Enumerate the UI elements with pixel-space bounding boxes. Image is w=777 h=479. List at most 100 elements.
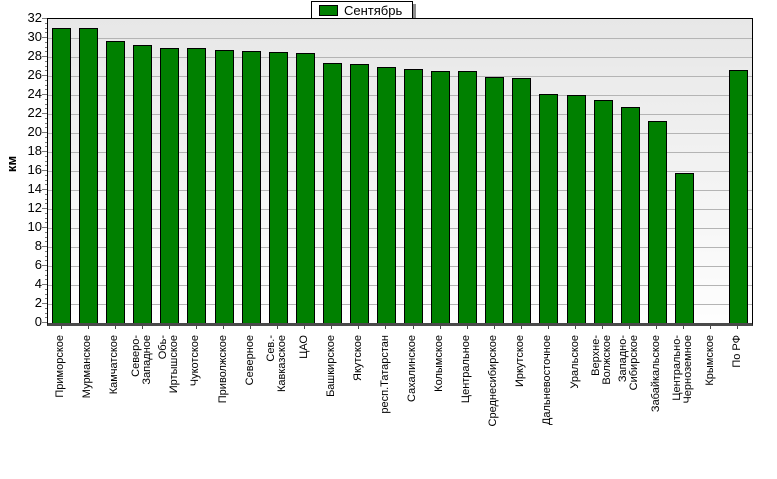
plot-area [47,18,753,326]
y-minor-tick [45,146,47,148]
y-tick-label: 18 [27,143,42,158]
y-minor-tick [45,298,47,300]
y-minor-tick [45,160,47,162]
x-category-label: Колымское [433,335,446,392]
y-tick-label: 20 [27,124,42,139]
y-minor-tick [45,293,47,295]
x-category-label: Западно- Сибирское [617,335,641,391]
y-minor-tick [45,155,47,157]
y-minor-tick [45,117,47,119]
x-category-label: Центральное [460,335,473,404]
y-minor-tick [45,203,47,205]
x-tick [385,325,387,329]
y-minor-tick [45,174,47,176]
x-tick [683,325,685,329]
x-tick [710,325,712,329]
y-minor-tick [45,122,47,124]
bar [295,53,315,323]
y-major-tick [42,56,47,57]
bar [79,27,99,323]
x-tick [439,325,441,329]
bar [52,27,72,323]
y-minor-tick [45,217,47,219]
gridline [48,75,752,77]
y-minor-tick [45,165,47,167]
y-tick-label: 0 [34,314,42,329]
gridline [48,151,752,153]
y-tick-label: 8 [34,238,42,253]
y-minor-tick [45,222,47,224]
x-category-label: Якутское [351,335,364,381]
gridline [48,37,752,39]
bar [187,48,207,323]
y-minor-tick [45,212,47,214]
gridline [48,208,752,210]
y-tick-label: 6 [34,257,42,272]
y-minor-tick [45,127,47,129]
x-category-label: Верхне- Волжское [590,335,614,385]
x-tick [331,325,333,329]
x-category-label: Сахалинское [406,335,419,402]
y-major-tick [42,208,47,209]
bar [214,50,234,323]
y-tick-label: 12 [27,200,42,215]
x-category-label: Дальневосточное [541,335,554,426]
y-minor-tick [45,79,47,81]
gridline [48,265,752,267]
x-category-label: Иркутское [514,335,527,388]
bar [620,107,640,323]
y-minor-tick [45,274,47,276]
x-category-label: Обь- Иртышское [156,335,180,394]
x-category-label: Крымское [703,335,716,386]
bar [728,70,748,323]
x-tick [223,325,224,329]
x-tick [737,325,739,329]
bar [674,172,694,323]
x-category-label: Центрально- Черноземное [671,335,695,404]
y-minor-tick [45,255,47,257]
x-category-label: Среднесибирское [487,335,500,427]
y-major-tick [42,189,47,190]
y-major-tick [42,113,47,114]
x-tick [87,325,89,329]
gridline [48,56,752,58]
y-minor-tick [45,260,47,262]
y-major-tick [42,18,47,19]
y-major-tick [42,265,47,266]
gridline [48,132,752,134]
y-major-tick [42,284,47,285]
y-tick-label: 26 [27,67,42,82]
y-minor-tick [45,22,47,24]
x-tick [493,325,495,329]
bar [539,94,559,323]
x-category-label: Башкирское [324,335,337,397]
x-tick [412,325,414,329]
y-minor-tick [45,193,47,195]
y-minor-tick [45,51,47,53]
x-tick [141,325,143,329]
y-major-tick [42,37,47,38]
bar [593,99,613,323]
y-minor-tick [45,288,47,290]
y-tick-label: 2 [34,295,42,310]
y-minor-tick [45,136,47,138]
x-tick [358,325,360,329]
x-tick [656,325,658,329]
gridline [48,189,752,191]
gridline [48,94,752,96]
y-major-tick [42,94,47,95]
y-tick-label: 4 [34,276,42,291]
x-category-label: Приволжское [216,335,229,404]
y-minor-tick [45,84,47,86]
gridline [48,170,752,172]
y-major-tick [42,170,47,171]
y-tick-label: 22 [27,105,42,120]
x-category-label: Северо- Западное [129,335,153,385]
y-major-tick [42,246,47,247]
bar [458,71,478,323]
gridline [48,303,752,305]
x-tick [629,325,631,329]
x-tick [575,325,576,329]
y-tick-label: 30 [27,29,42,44]
